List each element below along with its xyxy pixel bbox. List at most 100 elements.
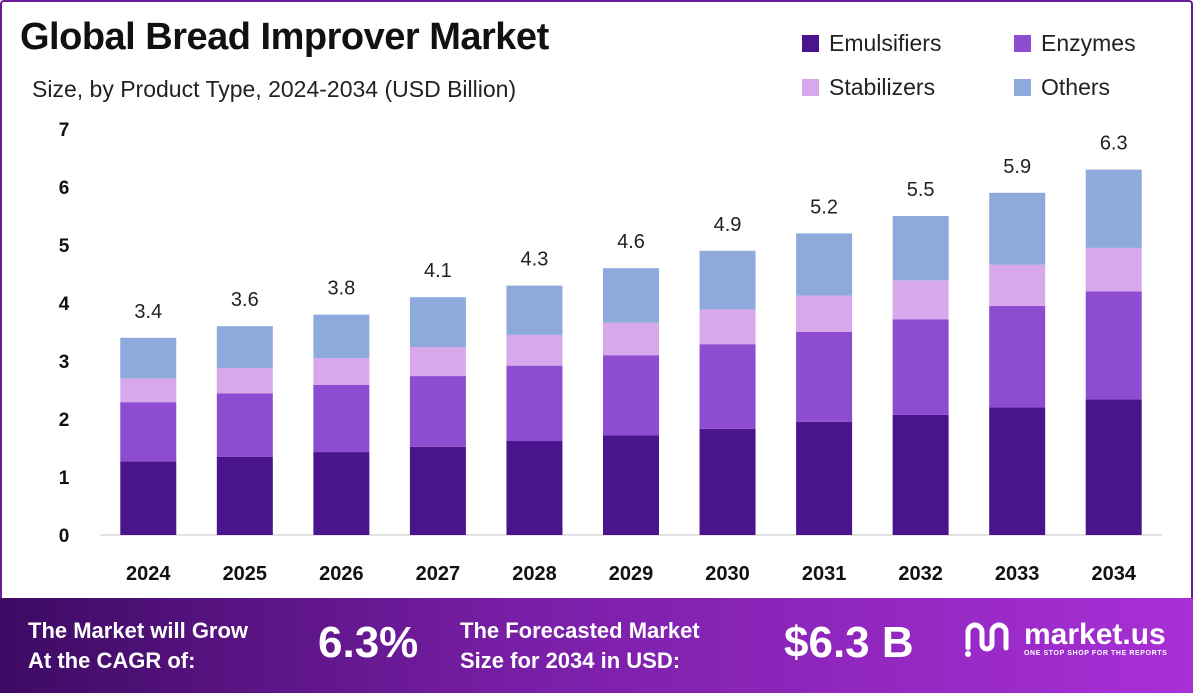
bar-emulsifiers-2033 [989, 407, 1046, 535]
y-tick-label-7: 7 [59, 120, 70, 141]
bar-enzymes-2034 [1085, 291, 1142, 400]
bar-stabilizers-2030 [699, 309, 756, 345]
legend-label-emulsifiers: Emulsifiers [829, 30, 942, 56]
bar-others-2034 [1085, 169, 1142, 248]
forecast-label-line-2: Size for 2034 in USD: [460, 648, 681, 673]
bar-stabilizers-2026 [313, 358, 370, 385]
chart-title: Global Bread Improver Market [20, 16, 549, 58]
x-tick-label-2024: 2024 [126, 563, 171, 585]
legend-label-others: Others [1041, 74, 1111, 100]
bar-enzymes-2031 [796, 332, 853, 422]
total-label-2026: 3.8 [327, 278, 355, 300]
total-label-2030: 4.9 [714, 214, 742, 236]
bar-stabilizers-2031 [796, 295, 853, 332]
total-label-2033: 5.9 [1003, 156, 1031, 178]
bar-enzymes-2028 [506, 365, 563, 442]
bar-emulsifiers-2031 [796, 421, 853, 535]
cagr-value: 6.3% [318, 618, 419, 667]
bar-others-2026 [313, 314, 370, 359]
bar-stabilizers-2029 [603, 322, 659, 356]
bar-enzymes-2026 [313, 384, 370, 453]
bar-enzymes-2029 [603, 355, 659, 436]
brand-name: market.us [1024, 617, 1166, 651]
bar-enzymes-2030 [699, 344, 756, 429]
y-tick-label-2: 2 [59, 410, 70, 431]
legend-swatch-others [1014, 79, 1031, 96]
x-tick-label-2031: 2031 [802, 563, 847, 585]
summary-banner: The Market will Grow At the CAGR of: 6.3… [0, 598, 1193, 693]
x-tick-label-2029: 2029 [609, 563, 654, 585]
bar-others-2031 [796, 233, 853, 296]
bar-enzymes-2025 [216, 393, 273, 457]
legend-item-emulsifiers: Emulsifiers [802, 30, 941, 57]
x-tick-label-2026: 2026 [319, 563, 364, 585]
x-tick-label-2033: 2033 [995, 563, 1040, 585]
stacked-bar-chart: 0 1 2 3 4 5 6 7 3.4 2024 3.6 2025 3.8 2026 4.1 2027 4.3 2… [59, 120, 1162, 585]
chart-subtitle: Size, by Product Type, 2024-2034 (USD Bi… [32, 76, 517, 102]
y-tick-label-0: 0 [59, 526, 70, 547]
bar-stabilizers-2028 [506, 334, 563, 366]
total-label-2032: 5.5 [907, 179, 935, 201]
x-tick-label-2028: 2028 [512, 563, 557, 585]
bar-others-2029 [603, 268, 659, 323]
forecast-label: The Forecasted Market Size for 2034 in U… [460, 616, 700, 676]
brand-logo: market.us ONE STOP SHOP FOR THE REPORTS [962, 618, 1167, 658]
total-label-2025: 3.6 [231, 289, 259, 311]
y-tick-label-4: 4 [59, 294, 70, 315]
y-tick-label-5: 5 [59, 236, 70, 257]
y-tick-label-3: 3 [59, 352, 70, 373]
bar-others-2033 [989, 192, 1046, 265]
bar-stabilizers-2032 [892, 280, 949, 320]
bar-enzymes-2027 [409, 376, 466, 447]
cagr-label-line-2: At the CAGR of: [28, 648, 196, 673]
legend-label-stabilizers: Stabilizers [829, 74, 936, 100]
cagr-label: The Market will Grow At the CAGR of: [28, 616, 248, 676]
total-label-2028: 4.3 [521, 249, 549, 271]
bar-stabilizers-2027 [409, 347, 466, 377]
bar-stabilizers-2025 [216, 367, 273, 394]
y-tick-label-1: 1 [59, 468, 70, 489]
market-us-logo-icon [965, 622, 1009, 657]
total-label-2031: 5.2 [810, 196, 838, 218]
bar-emulsifiers-2027 [409, 446, 466, 535]
bar-emulsifiers-2026 [313, 452, 370, 535]
total-label-2029: 4.6 [617, 231, 645, 253]
bar-enzymes-2033 [989, 305, 1046, 408]
bar-others-2027 [409, 297, 466, 348]
total-label-2027: 4.1 [424, 260, 452, 282]
bar-enzymes-2032 [892, 319, 949, 415]
bar-others-2032 [892, 216, 949, 281]
bar-enzymes-2024 [120, 402, 177, 462]
legend-swatch-emulsifiers [802, 35, 819, 52]
x-tick-label-2025: 2025 [223, 563, 268, 585]
chart-legend: Emulsifiers Enzymes Stabilizers Others [802, 30, 1182, 120]
bar-others-2028 [506, 285, 563, 335]
legend-item-stabilizers: Stabilizers [802, 74, 935, 101]
bar-stabilizers-2024 [120, 378, 177, 403]
forecast-label-line-1: The Forecasted Market [460, 618, 700, 643]
bar-emulsifiers-2029 [603, 435, 659, 535]
x-tick-label-2034: 2034 [1091, 563, 1136, 585]
forecast-value: $6.3 B [784, 618, 914, 667]
total-label-2024: 3.4 [134, 301, 162, 323]
bar-others-2030 [699, 250, 756, 310]
legend-item-others: Others [1014, 74, 1110, 101]
legend-swatch-enzymes [1014, 35, 1031, 52]
legend-label-enzymes: Enzymes [1041, 30, 1136, 56]
total-label-2034: 6.3 [1100, 133, 1128, 155]
bar-others-2024 [120, 337, 177, 379]
brand-tagline: ONE STOP SHOP FOR THE REPORTS [1024, 649, 1168, 657]
bar-emulsifiers-2025 [216, 456, 273, 535]
legend-swatch-stabilizers [802, 79, 819, 96]
bar-emulsifiers-2034 [1085, 399, 1142, 535]
x-tick-label-2030: 2030 [705, 563, 750, 585]
x-tick-label-2027: 2027 [416, 563, 461, 585]
bar-emulsifiers-2024 [120, 461, 177, 535]
y-tick-label-6: 6 [59, 178, 70, 199]
legend-item-enzymes: Enzymes [1014, 30, 1136, 57]
bar-emulsifiers-2030 [699, 428, 756, 535]
bar-emulsifiers-2028 [506, 441, 563, 535]
bar-others-2025 [216, 326, 273, 368]
bar-stabilizers-2033 [989, 264, 1046, 306]
